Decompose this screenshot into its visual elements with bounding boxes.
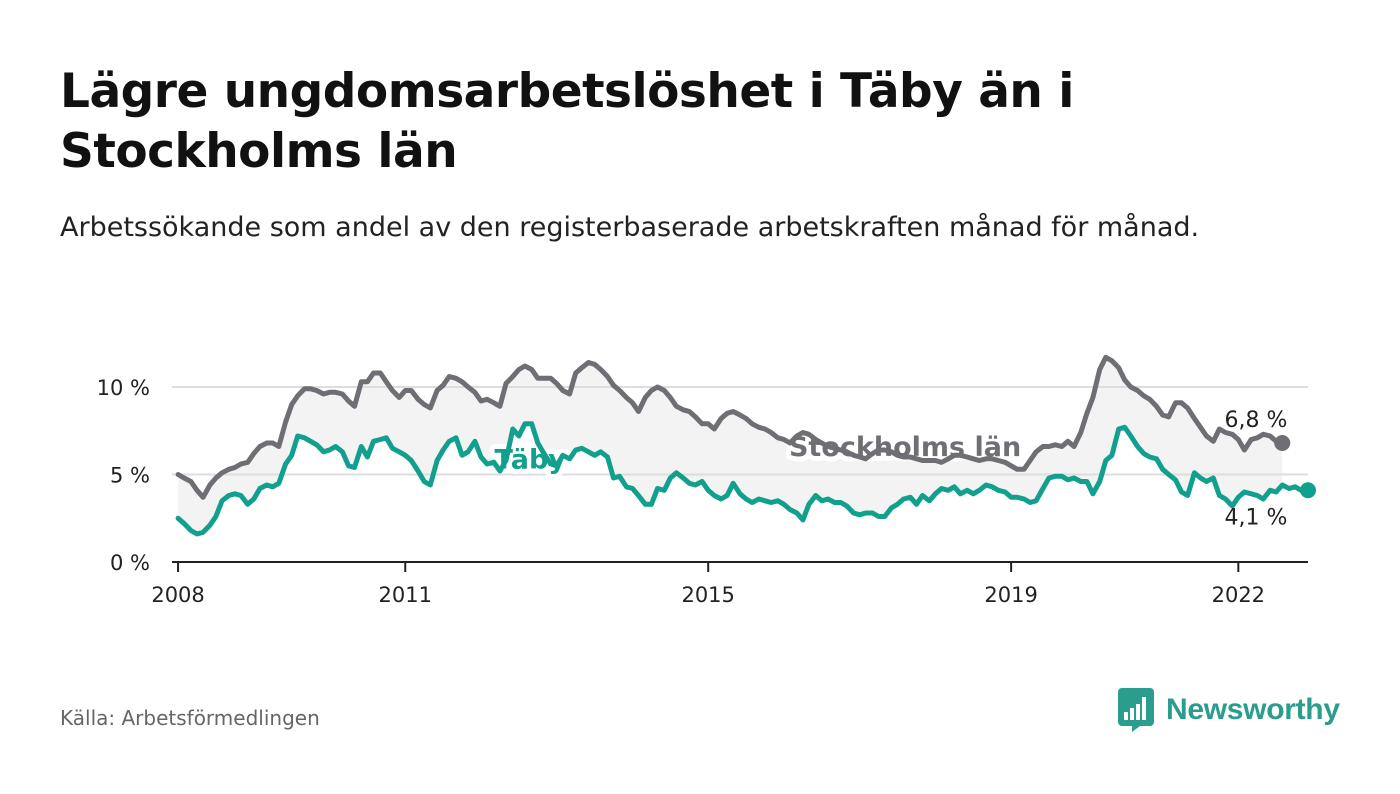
y-tick-label: 0 % <box>110 551 150 575</box>
chart-title: Lägre ungdomsarbetslöshet i Täby än i St… <box>60 64 1074 179</box>
y-tick-label: 10 % <box>97 376 150 400</box>
taby-end-point <box>1300 482 1316 499</box>
x-tick-label: 2015 <box>681 583 734 607</box>
y-axis-ticks: 0 % 5 % 10 % <box>97 376 150 575</box>
taby-line <box>175 421 1311 537</box>
x-tick-label: 2011 <box>379 583 432 607</box>
x-tick-label: 2022 <box>1212 583 1265 607</box>
stockholm-end-label: 6,8 % <box>1225 408 1288 433</box>
series-lines <box>175 354 1311 537</box>
chart-subtitle: Arbetssökande som andel av den registerb… <box>60 212 1200 243</box>
newsworthy-bars-icon <box>1118 688 1154 732</box>
x-tick-label: 2008 <box>151 583 204 607</box>
source-credit: Källa: Arbetsförmedlingen <box>60 706 320 730</box>
series-endpoints: 6,8 % 4,1 % <box>1225 408 1316 530</box>
stockholm-end-point <box>1274 435 1291 451</box>
stockholm-line <box>175 354 1285 500</box>
taby-end-label: 4,1 % <box>1225 505 1288 530</box>
x-axis-ticks: 2008 2011 2015 2019 2022 <box>151 562 1265 607</box>
x-tick-label: 2019 <box>984 583 1037 607</box>
brand-name: Newsworthy <box>1166 693 1340 726</box>
newsworthy-logo[interactable]: Newsworthy <box>1118 688 1340 732</box>
y-tick-label: 5 % <box>110 464 150 488</box>
